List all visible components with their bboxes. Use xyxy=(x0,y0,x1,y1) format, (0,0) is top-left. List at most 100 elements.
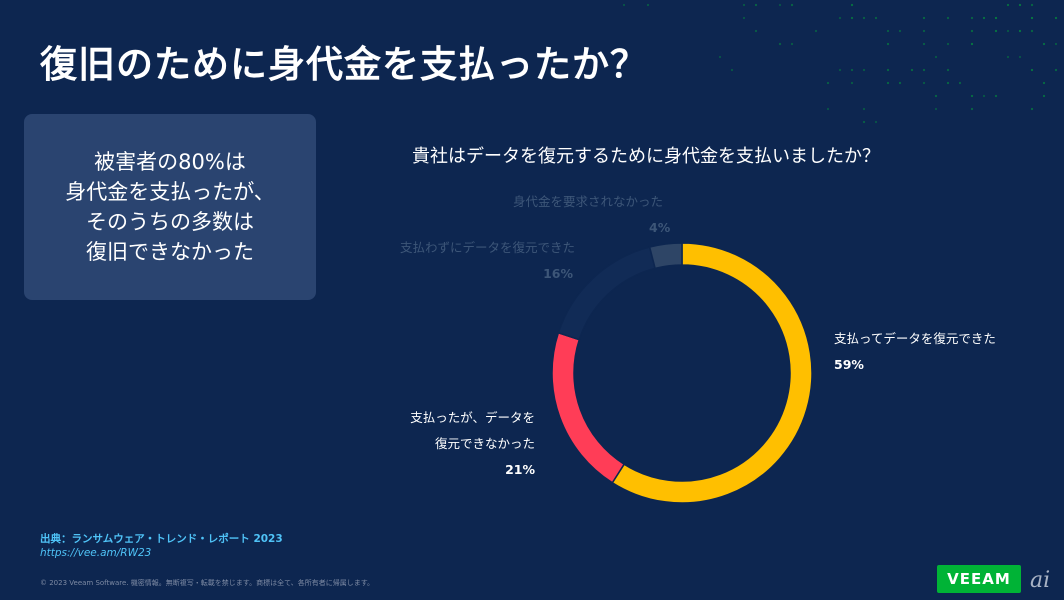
decorative-dot xyxy=(850,16,854,20)
decorative-dot xyxy=(1006,55,1010,59)
decorative-dot xyxy=(1042,42,1046,46)
slice-label-not-paid-recovered: 支払わずにデータを復元できた 16% xyxy=(400,235,575,287)
decorative-dot xyxy=(922,68,926,72)
decorative-dot xyxy=(718,55,722,59)
decorative-dot xyxy=(934,94,938,98)
decorative-dot xyxy=(1030,29,1034,33)
decorative-dot xyxy=(1054,42,1058,46)
decorative-dot xyxy=(970,94,974,98)
decorative-dot xyxy=(646,3,650,7)
decorative-dot xyxy=(958,81,962,85)
page-title: 復旧のために身代金を支払ったか？ xyxy=(40,43,648,86)
decorative-dot xyxy=(862,68,866,72)
slice-label-text: 身代金を要求されなかった xyxy=(513,194,664,209)
slice-label-text: 支払わずにデータを復元できた xyxy=(399,240,575,255)
decorative-dot xyxy=(826,81,830,85)
decorative-dot xyxy=(850,68,854,72)
decorative-dot xyxy=(1006,3,1010,7)
decorative-dot xyxy=(982,94,986,98)
decorative-dot xyxy=(994,29,998,33)
slice-label-no-ransom-demanded: 身代金を要求されなかった 4% xyxy=(513,189,670,241)
decorative-dot xyxy=(946,16,950,20)
decorative-dot xyxy=(1054,68,1058,72)
decorative-dot xyxy=(946,42,950,46)
slice-value-label: 59% xyxy=(834,357,864,372)
decorative-dot xyxy=(1030,107,1034,111)
decorative-dot xyxy=(946,68,950,72)
publisher-watermark-logo: ai xyxy=(1030,568,1051,593)
chart-title: 貴社はデータを復元するために身代金を支払いましたか？ xyxy=(412,146,880,167)
decorative-dot xyxy=(874,120,878,124)
decorative-dot xyxy=(1018,3,1022,7)
donut-slice-2 xyxy=(551,331,626,484)
slice-label-text-line-1: 支払ったが、データを xyxy=(410,410,535,425)
decorative-dot xyxy=(922,29,926,33)
slice-label-paid-not-recovered: 支払ったが、データを 復元できなかった 21% xyxy=(410,405,535,483)
callout-line-3: そのうちの多数は xyxy=(86,210,254,234)
decorative-dot xyxy=(778,3,782,7)
decorative-dot xyxy=(1006,29,1010,33)
decorative-dot xyxy=(742,3,746,7)
source-link[interactable]: https://vee.am/RW23 xyxy=(40,547,152,559)
decorative-dot xyxy=(874,16,878,20)
veeam-logo: VEEAM xyxy=(937,565,1021,593)
slice-label-text-line-2: 復元できなかった xyxy=(434,436,535,451)
decorative-dot xyxy=(946,81,950,85)
decorative-dot xyxy=(886,42,890,46)
callout-line-4: 復旧できなかった xyxy=(86,240,254,264)
decorative-dot xyxy=(1018,29,1022,33)
decorative-dot xyxy=(898,81,902,85)
decorative-dot xyxy=(970,42,974,46)
decorative-dot xyxy=(1030,68,1034,72)
source-citation: 出典：ランサムウェア・トレンド・レポート 2023 https://vee.am… xyxy=(40,532,283,560)
slice-label-text: 支払ってデータを復元できた xyxy=(834,331,996,346)
decorative-dot xyxy=(886,68,890,72)
decorative-dot xyxy=(790,3,794,7)
decorative-dot xyxy=(850,81,854,85)
callout-line-1: 被害者の80%は xyxy=(94,150,246,174)
decorative-dot xyxy=(922,81,926,85)
decorative-dot xyxy=(1042,81,1046,85)
decorative-dot xyxy=(1042,94,1046,98)
donut-slice-4 xyxy=(648,242,683,270)
decorative-dot xyxy=(838,16,842,20)
decorative-dot xyxy=(1018,55,1022,59)
decorative-dot xyxy=(826,107,830,111)
decorative-dot xyxy=(886,29,890,33)
decorative-dot xyxy=(850,3,854,7)
decorative-dot xyxy=(934,107,938,111)
slice-value-label: 21% xyxy=(505,462,535,477)
decorative-dot xyxy=(1030,3,1034,7)
decorative-dot xyxy=(994,16,998,20)
decorative-dot xyxy=(922,42,926,46)
key-finding-callout: 被害者の80%は 身代金を支払ったが、 そのうちの多数は 復旧できなかった xyxy=(24,114,316,300)
slice-value-label: 16% xyxy=(543,266,573,281)
decorative-dot xyxy=(730,68,734,72)
decorative-dot xyxy=(934,55,938,59)
decorative-dot xyxy=(862,107,866,111)
decorative-dot xyxy=(970,107,974,111)
decorative-dot xyxy=(754,3,758,7)
decorative-dot xyxy=(778,42,782,46)
callout-line-2: 身代金を支払ったが、 xyxy=(65,180,275,204)
decorative-dot xyxy=(838,68,842,72)
decorative-dot xyxy=(910,68,914,72)
decorative-dot xyxy=(886,81,890,85)
decorative-dot xyxy=(1054,16,1058,20)
slice-label-paid-recovered: 支払ってデータを復元できた 59% xyxy=(834,326,996,378)
donut-slice-1 xyxy=(611,242,813,504)
decorative-dot xyxy=(970,16,974,20)
decorative-dot xyxy=(922,16,926,20)
decorative-dot xyxy=(970,29,974,33)
decorative-dot xyxy=(742,16,746,20)
decorative-dot xyxy=(982,16,986,20)
decorative-dot xyxy=(994,94,998,98)
decorative-dot xyxy=(622,3,626,7)
decorative-dot xyxy=(814,29,818,33)
slice-value-label: 4% xyxy=(649,220,671,235)
decorative-dot xyxy=(754,29,758,33)
decorative-dot xyxy=(898,29,902,33)
decorative-dot-pattern xyxy=(622,3,1058,124)
decorative-dot xyxy=(862,120,866,124)
